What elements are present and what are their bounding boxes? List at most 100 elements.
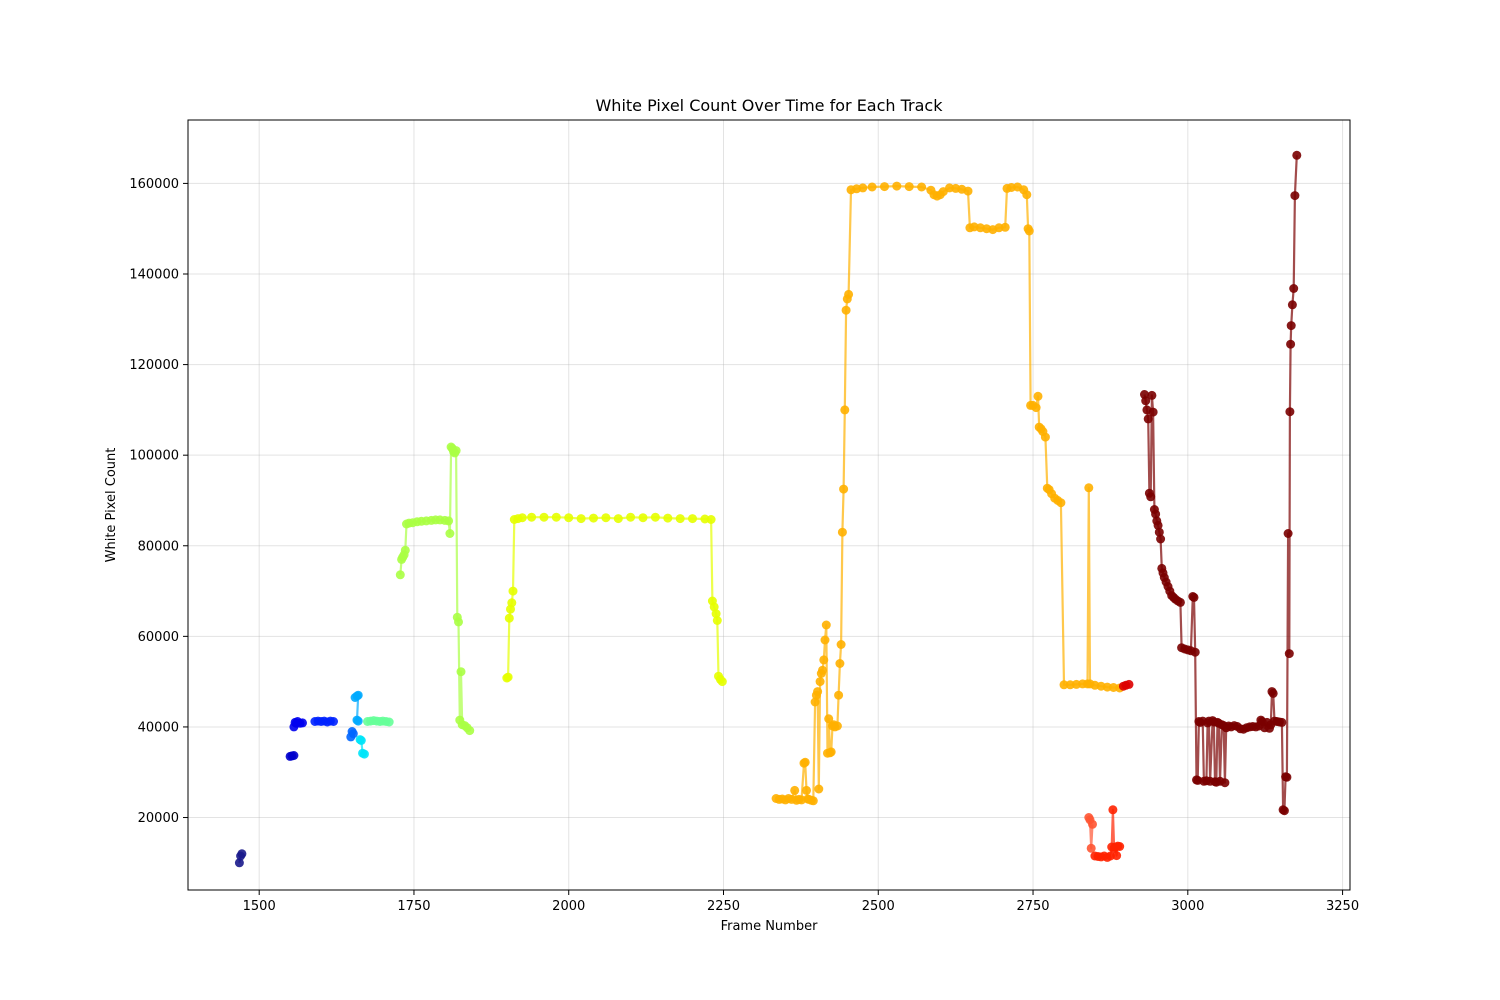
data-point [837, 527, 847, 537]
data-point [1059, 680, 1069, 690]
data-point [400, 545, 410, 555]
data-point [444, 516, 454, 526]
data-point [504, 613, 514, 623]
data-point [821, 620, 831, 630]
series-track-15 [1140, 150, 1302, 816]
data-point [1277, 717, 1287, 727]
data-point [1175, 597, 1185, 607]
data-point [1290, 191, 1300, 201]
data-point [814, 784, 824, 794]
series-track-12 [1084, 813, 1097, 853]
data-point [1084, 483, 1094, 493]
series-track-7 [355, 735, 369, 759]
data-point [712, 616, 722, 625]
data-point [1148, 407, 1158, 417]
data-point [451, 446, 461, 456]
data-point [289, 751, 299, 760]
data-point [1154, 527, 1164, 537]
data-point [802, 785, 811, 795]
x-tick-label: 3250 [1326, 899, 1359, 914]
data-point [1153, 520, 1163, 530]
data-point [836, 640, 846, 649]
data-point [1189, 592, 1199, 602]
data-point [626, 512, 636, 522]
data-point [576, 514, 586, 524]
data-point [1220, 778, 1230, 788]
data-point [808, 796, 818, 806]
data-point [841, 305, 851, 315]
data-point [445, 529, 455, 538]
data-point [1286, 339, 1296, 349]
data-point [507, 598, 517, 608]
data-point [709, 602, 719, 612]
data-point [1284, 649, 1294, 659]
data-point [1141, 396, 1151, 406]
data-point [551, 512, 561, 522]
data-point [1108, 805, 1118, 815]
series-track-6 [350, 690, 363, 726]
data-point [810, 697, 820, 707]
y-tick-label: 120000 [129, 358, 179, 373]
data-point [706, 515, 716, 524]
data-point [840, 405, 850, 415]
x-tick-label: 2750 [1016, 899, 1049, 914]
data-point [820, 635, 830, 645]
data-point [867, 182, 877, 192]
series-layer [234, 150, 1302, 868]
data-point [456, 667, 466, 677]
series-track-9 [395, 442, 475, 736]
data-point [963, 186, 973, 196]
data-point [790, 785, 800, 795]
data-point [329, 717, 338, 726]
data-point [1151, 509, 1161, 519]
data-point [1112, 851, 1122, 861]
data-point [834, 690, 844, 700]
data-point [688, 514, 697, 524]
series-track-5 [346, 727, 358, 742]
y-tick-label: 160000 [129, 177, 179, 192]
data-point [1190, 647, 1200, 657]
data-point [1268, 688, 1278, 698]
x-axis-title: Frame Number [721, 919, 819, 934]
data-point [1031, 403, 1041, 413]
data-point [527, 512, 537, 522]
x-tick-label: 3000 [1171, 899, 1204, 914]
data-point [601, 513, 611, 523]
data-point [539, 512, 549, 522]
series-track-8 [363, 716, 394, 727]
data-point [613, 514, 623, 524]
data-point [1124, 679, 1134, 689]
data-point [353, 716, 363, 726]
series-track-1 [234, 849, 247, 868]
series-track-2 [285, 751, 299, 761]
data-point [711, 609, 721, 619]
plot-area-frame [187, 119, 1351, 891]
y-tick-label: 60000 [138, 630, 179, 645]
data-point [824, 714, 834, 724]
data-point [1056, 498, 1066, 508]
data-point [1282, 772, 1292, 782]
data-point [465, 726, 475, 736]
data-point [717, 677, 727, 687]
x-tick-label: 1500 [243, 899, 276, 914]
data-point [638, 513, 648, 523]
data-point [815, 677, 825, 687]
data-point [813, 687, 823, 697]
data-point [395, 570, 405, 580]
data-point [234, 858, 244, 868]
y-axis-title: White Pixel Count [104, 448, 119, 563]
data-point [517, 513, 527, 523]
data-point [359, 749, 369, 759]
data-point [454, 617, 463, 627]
y-tick-label: 20000 [138, 811, 179, 826]
data-point [917, 182, 927, 192]
data-point [904, 182, 914, 192]
data-point [835, 659, 845, 668]
x-tick-label: 2250 [707, 899, 740, 914]
data-point [1292, 150, 1302, 160]
data-point [1147, 390, 1157, 400]
data-point [1143, 414, 1153, 424]
data-point [298, 718, 307, 728]
data-point [663, 513, 673, 523]
